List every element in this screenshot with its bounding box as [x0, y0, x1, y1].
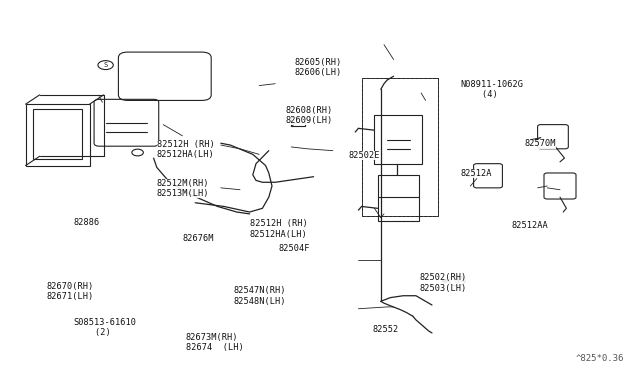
Text: 82570M: 82570M [525, 140, 556, 148]
Bar [378, 175, 419, 221]
Text: ^825*0.36: ^825*0.36 [575, 354, 624, 363]
Text: N: N [454, 276, 460, 285]
Text: 82608(RH)
82609(LH): 82608(RH) 82609(LH) [285, 106, 333, 125]
Text: 82605(RH)
82606(LH): 82605(RH) 82606(LH) [294, 58, 342, 77]
Bar [33, 109, 82, 159]
Text: 82512A: 82512A [461, 169, 492, 178]
Text: 82512H (RH)
82512HA(LH): 82512H (RH) 82512HA(LH) [250, 219, 307, 239]
Bar [362, 78, 438, 216]
Bar [291, 117, 305, 126]
Text: N08911-1062G
    (4): N08911-1062G (4) [461, 80, 524, 99]
Text: 82512M(RH)
82513M(LH): 82512M(RH) 82513M(LH) [157, 179, 209, 198]
Text: 82552: 82552 [372, 326, 399, 334]
Text: 82547N(RH)
82548N(LH): 82547N(RH) 82548N(LH) [234, 286, 286, 306]
Text: 82673M(RH)
82674  (LH): 82673M(RH) 82674 (LH) [186, 333, 243, 352]
Text: S08513-61610
    (2): S08513-61610 (2) [74, 318, 136, 337]
Text: 82502(RH)
82503(LH): 82502(RH) 82503(LH) [419, 273, 467, 293]
Bar [362, 78, 438, 216]
Text: 82676M: 82676M [182, 234, 214, 243]
Bar [26, 104, 90, 166]
Text: 82512AA: 82512AA [512, 221, 548, 230]
Text: 82512H (RH)
82512HA(LH): 82512H (RH) 82512HA(LH) [157, 140, 214, 159]
Text: 82504F: 82504F [278, 244, 310, 253]
Text: 82502E: 82502E [349, 151, 380, 160]
Bar [374, 115, 422, 164]
Text: 82886: 82886 [74, 218, 100, 227]
Text: S: S [104, 62, 108, 68]
Text: 82670(RH)
82671(LH): 82670(RH) 82671(LH) [46, 282, 93, 301]
Circle shape [442, 279, 447, 282]
